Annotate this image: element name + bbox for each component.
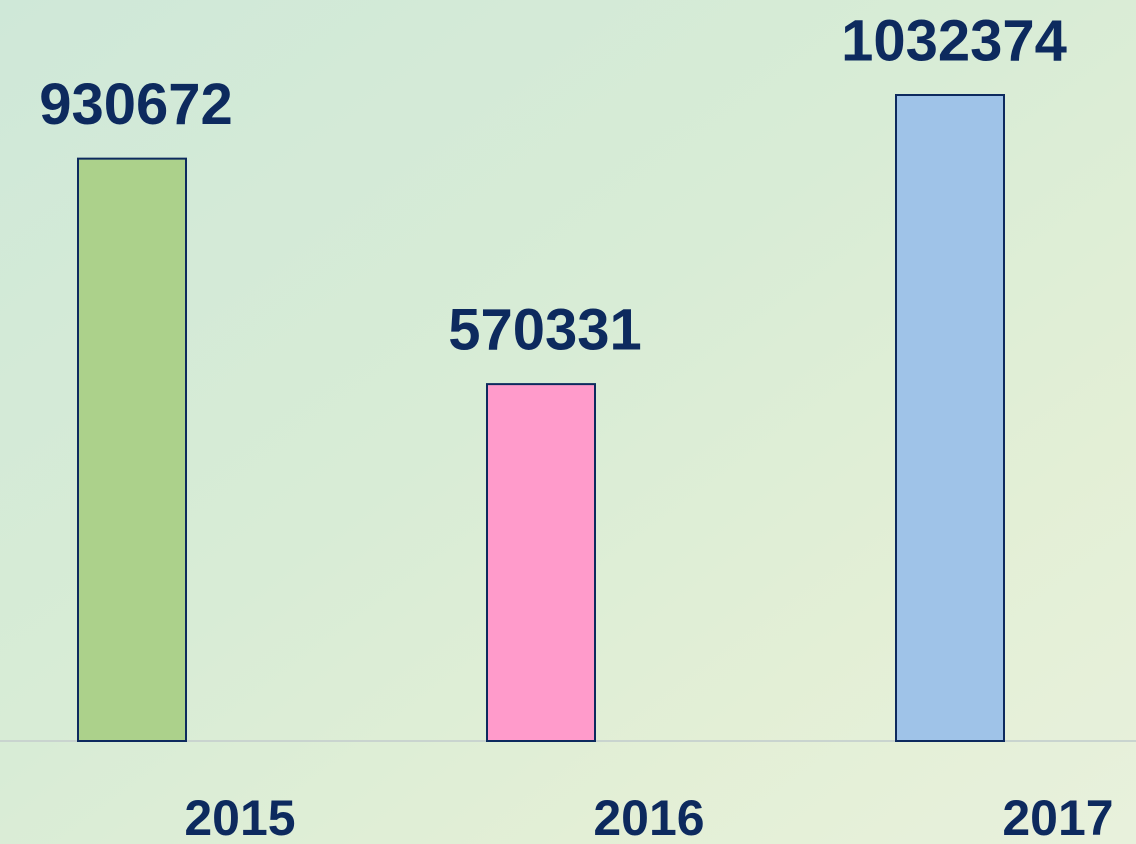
x-tick-label: 2015 <box>184 790 295 844</box>
x-tick-label: 2017 <box>1002 790 1113 844</box>
value-label: 1032374 <box>841 8 1067 73</box>
value-label: 570331 <box>448 297 642 362</box>
x-tick-label: 2016 <box>593 790 704 844</box>
bar <box>486 383 596 742</box>
bar <box>77 157 187 743</box>
value-label: 930672 <box>39 72 233 137</box>
bar <box>895 94 1005 742</box>
